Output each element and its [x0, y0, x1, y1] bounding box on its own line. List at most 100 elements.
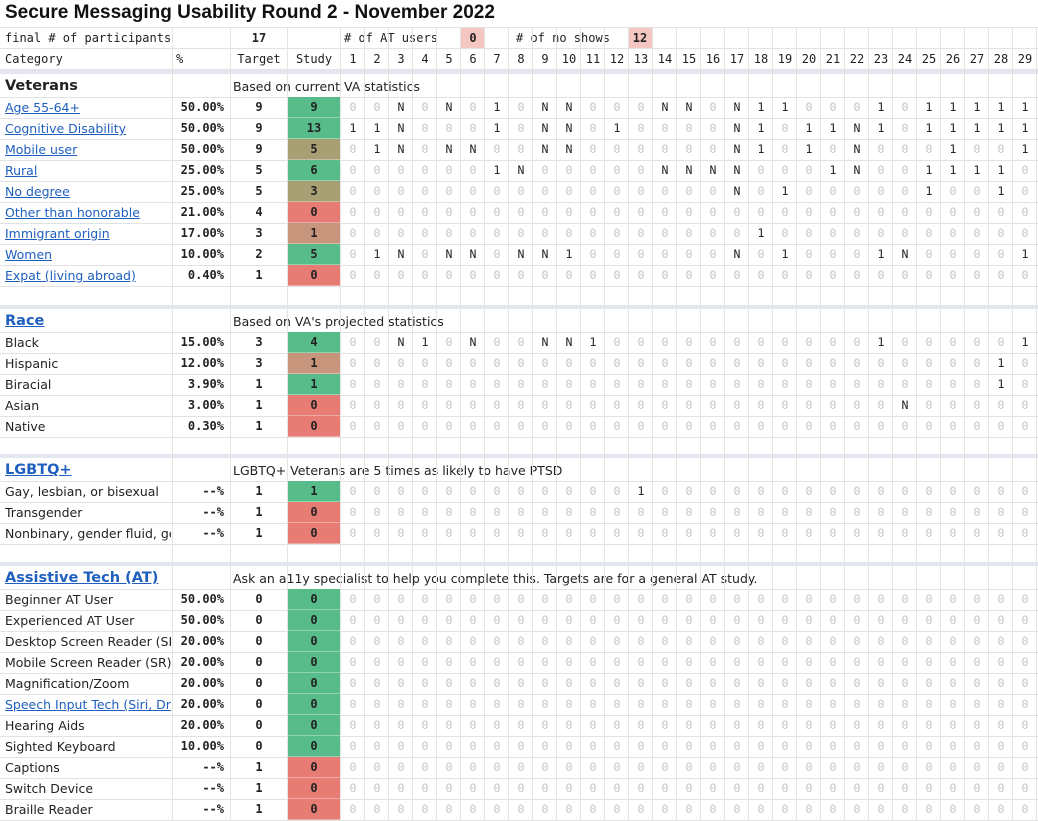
participant-cell[interactable]: 0: [901, 335, 909, 349]
participant-cell[interactable]: 0: [853, 676, 861, 690]
participant-cell[interactable]: 0: [541, 613, 549, 627]
participant-cell[interactable]: 0: [589, 592, 597, 606]
participant-cell[interactable]: 0: [685, 356, 693, 370]
participant-cell[interactable]: 0: [733, 377, 741, 391]
participant-cell[interactable]: 0: [1021, 398, 1029, 412]
participant-cell[interactable]: 0: [517, 634, 525, 648]
participant-cell[interactable]: 0: [781, 697, 789, 711]
participant-cell[interactable]: 0: [877, 226, 885, 240]
target-cell[interactable]: 3: [255, 356, 263, 370]
final-participants-value[interactable]: 17: [251, 31, 267, 45]
participant-cell[interactable]: 0: [757, 268, 765, 282]
participant-cell[interactable]: 0: [517, 739, 525, 753]
participant-cell[interactable]: 0: [445, 356, 453, 370]
participant-cell[interactable]: 0: [877, 163, 885, 177]
participant-cell[interactable]: 0: [541, 163, 549, 177]
participant-cell[interactable]: 0: [397, 184, 405, 198]
participant-cell[interactable]: 0: [709, 398, 717, 412]
participant-cell[interactable]: 0: [733, 419, 741, 433]
percent-cell[interactable]: --%: [202, 781, 224, 795]
participant-cell[interactable]: 1: [925, 184, 933, 198]
participant-cell[interactable]: 0: [949, 484, 957, 498]
participant-cell[interactable]: 0: [925, 247, 933, 261]
participant-cell[interactable]: 0: [973, 205, 981, 219]
participant-cell[interactable]: 0: [925, 802, 933, 816]
percent-cell[interactable]: 10.00%: [180, 247, 224, 261]
participant-cell[interactable]: 0: [397, 739, 405, 753]
participant-cell[interactable]: 0: [661, 592, 669, 606]
participant-cell[interactable]: 0: [421, 398, 429, 412]
participant-cell[interactable]: 0: [685, 419, 693, 433]
participant-cell[interactable]: 0: [709, 634, 717, 648]
participant-cell[interactable]: 0: [781, 205, 789, 219]
participant-cell[interactable]: 0: [709, 100, 717, 114]
participant-cell[interactable]: 0: [589, 760, 597, 774]
participant-cell[interactable]: 0: [445, 398, 453, 412]
participant-cell[interactable]: 1: [973, 100, 981, 114]
participant-cell[interactable]: 0: [805, 398, 813, 412]
participant-cell[interactable]: 0: [925, 356, 933, 370]
participant-cell[interactable]: 0: [805, 377, 813, 391]
study-count-cell[interactable]: 0: [288, 523, 340, 544]
participant-cell[interactable]: 0: [613, 268, 621, 282]
participant-cell[interactable]: 0: [565, 163, 573, 177]
participant-cell[interactable]: 0: [709, 505, 717, 519]
target-cell[interactable]: 9: [255, 142, 263, 156]
participant-cell[interactable]: 0: [805, 505, 813, 519]
study-count-cell[interactable]: 9: [288, 97, 340, 118]
participant-cell[interactable]: 1: [637, 484, 645, 498]
participant-cell[interactable]: 0: [589, 100, 597, 114]
participant-cell[interactable]: 0: [949, 356, 957, 370]
participant-cell[interactable]: 0: [1021, 634, 1029, 648]
target-cell[interactable]: 1: [255, 484, 263, 498]
target-cell[interactable]: 4: [255, 205, 263, 219]
participant-cell[interactable]: N: [733, 121, 741, 135]
participant-cell[interactable]: 0: [973, 505, 981, 519]
participant-cell[interactable]: 0: [445, 377, 453, 391]
participant-cell[interactable]: 0: [349, 697, 357, 711]
participant-cell[interactable]: 1: [565, 247, 573, 261]
participant-cell[interactable]: 0: [421, 268, 429, 282]
category-label[interactable]: Immigrant origin: [5, 226, 110, 241]
participant-cell[interactable]: 0: [733, 356, 741, 370]
participant-cell[interactable]: 0: [637, 676, 645, 690]
participant-cell[interactable]: 0: [685, 184, 693, 198]
participant-cell[interactable]: 0: [901, 100, 909, 114]
participant-cell[interactable]: 0: [421, 760, 429, 774]
participant-cell[interactable]: 0: [493, 526, 501, 540]
participant-cell[interactable]: N: [733, 247, 741, 261]
participant-cell[interactable]: 0: [997, 739, 1005, 753]
participant-cell[interactable]: 0: [493, 634, 501, 648]
participant-cell[interactable]: 0: [901, 655, 909, 669]
percent-cell[interactable]: 17.00%: [180, 226, 224, 240]
participant-cell[interactable]: 0: [1021, 802, 1029, 816]
participant-cell[interactable]: 0: [517, 718, 525, 732]
target-cell[interactable]: 0: [255, 718, 263, 732]
participant-cell[interactable]: 0: [661, 356, 669, 370]
percent-cell[interactable]: --%: [202, 526, 224, 540]
participant-cell[interactable]: 0: [877, 484, 885, 498]
participant-cell[interactable]: 0: [541, 205, 549, 219]
participant-cell[interactable]: 0: [517, 592, 525, 606]
participant-cell[interactable]: 0: [589, 505, 597, 519]
participant-cell[interactable]: 0: [517, 760, 525, 774]
participant-cell[interactable]: 0: [853, 655, 861, 669]
participant-cell[interactable]: 0: [685, 676, 693, 690]
participant-cell[interactable]: 0: [493, 419, 501, 433]
participant-cell[interactable]: 0: [373, 505, 381, 519]
participant-cell[interactable]: 0: [445, 781, 453, 795]
participant-cell[interactable]: 0: [373, 760, 381, 774]
participant-cell[interactable]: 0: [901, 505, 909, 519]
participant-cell[interactable]: 0: [517, 398, 525, 412]
participant-cell[interactable]: 0: [421, 718, 429, 732]
participant-cell[interactable]: 0: [421, 184, 429, 198]
category-label[interactable]: Women: [5, 247, 53, 262]
participant-cell[interactable]: 1: [421, 335, 429, 349]
participant-cell[interactable]: 0: [829, 697, 837, 711]
participant-cell[interactable]: 0: [613, 697, 621, 711]
participant-cell[interactable]: 1: [349, 121, 357, 135]
participant-cell[interactable]: 0: [877, 526, 885, 540]
participant-cell[interactable]: 0: [613, 163, 621, 177]
participant-cell[interactable]: 0: [997, 268, 1005, 282]
participant-cell[interactable]: 0: [493, 484, 501, 498]
